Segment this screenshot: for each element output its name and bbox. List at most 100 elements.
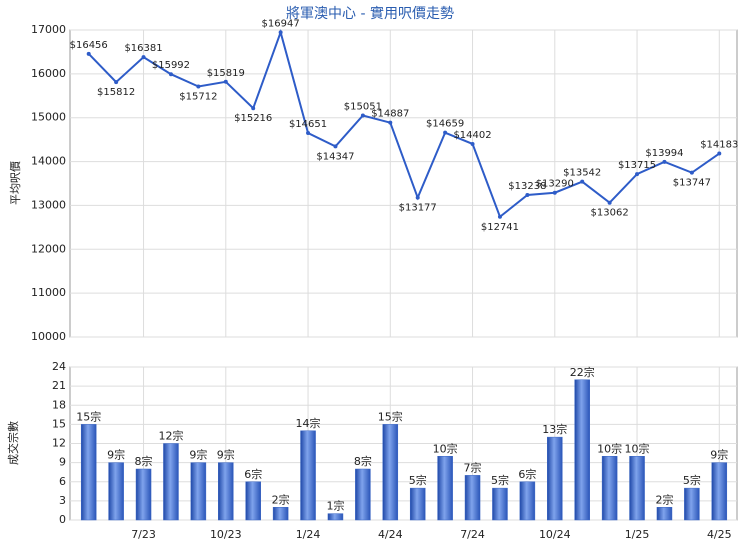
data-label: $15992: [152, 60, 190, 71]
point: [689, 170, 694, 175]
y-tick-label: 17000: [31, 23, 66, 36]
data-label: 5宗: [491, 473, 509, 487]
bar: [108, 462, 124, 521]
data-label: $16381: [124, 43, 162, 54]
data-label: $14651: [289, 119, 327, 130]
point: [525, 192, 530, 197]
data-label: 10宗: [433, 441, 458, 455]
bar: [492, 487, 508, 521]
x-tick-label: 4/24: [378, 528, 403, 541]
point: [662, 159, 667, 164]
data-label: $15216: [234, 113, 272, 124]
data-label: 8宗: [135, 454, 153, 468]
bar: [601, 456, 618, 521]
data-label: $12741: [481, 222, 519, 233]
chart-title: 將軍澳中心 - 實用呎價走勢: [286, 5, 454, 22]
bar: [464, 475, 481, 521]
data-label: $13238: [508, 181, 546, 192]
data-label: $16456: [70, 40, 108, 51]
y-tick-label: 15000: [31, 111, 66, 124]
bar: [163, 443, 179, 521]
y-tick-label: 0: [59, 513, 66, 526]
data-label: 7宗: [464, 460, 482, 474]
y-tick-label: 10000: [31, 330, 66, 343]
data-label: 15宗: [76, 409, 101, 423]
x-tick-label: 10/24: [539, 528, 571, 541]
data-label: 1宗: [326, 499, 344, 513]
data-label: $16947: [262, 18, 300, 29]
data-label: $13747: [673, 178, 711, 189]
data-label: $15819: [207, 68, 245, 79]
data-label: 15宗: [378, 409, 403, 423]
bar: [272, 507, 289, 521]
data-label: 22宗: [570, 365, 595, 379]
y-tick-label: 11000: [31, 286, 66, 299]
line: [87, 29, 720, 219]
data-label: 9宗: [189, 448, 207, 462]
y-axis-label: 平均呎價: [8, 161, 22, 205]
x-tick-label: 1/25: [625, 528, 650, 541]
y-tick-label: 3: [59, 494, 66, 507]
bar: [629, 456, 645, 521]
y-tick-label: 18: [52, 398, 66, 411]
point: [333, 144, 338, 149]
data-label: 10宗: [597, 441, 622, 455]
point: [141, 55, 146, 60]
bar: [190, 462, 207, 521]
point: [306, 131, 311, 136]
data-label: $15051: [344, 101, 382, 112]
data-label: $14887: [371, 109, 409, 120]
y-tick-label: 12: [52, 437, 66, 450]
bar: [547, 436, 563, 521]
point: [415, 195, 420, 200]
y-tick-label: 14000: [31, 155, 66, 168]
data-label: $13715: [618, 160, 656, 171]
bar: [684, 487, 700, 521]
point: [114, 80, 119, 85]
point: [470, 141, 475, 146]
data-label: 9宗: [107, 448, 125, 462]
data-label: $14402: [453, 130, 491, 141]
point: [388, 120, 393, 125]
data-label: 10宗: [625, 441, 650, 455]
point: [607, 200, 612, 205]
point: [196, 84, 201, 89]
x-tick-label: 1/24: [296, 528, 321, 541]
y-tick-label: 12000: [31, 242, 66, 255]
bar: [409, 487, 426, 521]
bar: [135, 468, 152, 521]
point: [443, 130, 448, 135]
data-label: 12宗: [158, 429, 183, 443]
data-label: $14659: [426, 119, 464, 130]
bar: [355, 468, 371, 521]
y-tick-label: 15: [52, 417, 66, 430]
data-label: $13542: [563, 168, 601, 179]
y-tick-label: 6: [59, 475, 66, 488]
point: [278, 30, 283, 35]
point: [360, 113, 365, 118]
point: [580, 179, 585, 184]
point: [497, 214, 502, 219]
point: [635, 172, 640, 177]
x-tick-label: 7/24: [460, 528, 485, 541]
data-label: $13062: [591, 208, 629, 219]
y-tick-label: 24: [52, 360, 66, 373]
x-tick-label: 4/25: [707, 528, 732, 541]
bar: [218, 462, 234, 521]
data-label: 5宗: [683, 473, 701, 487]
y-tick-label: 9: [59, 456, 66, 469]
data-label: 9宗: [217, 448, 235, 462]
bar: [382, 424, 399, 521]
point: [86, 51, 91, 56]
data-label: $15812: [97, 87, 135, 98]
data-label: 8宗: [354, 454, 372, 468]
y-tick-label: 13000: [31, 198, 66, 211]
bar: [327, 513, 344, 521]
data-label: 2宗: [655, 492, 673, 506]
y-tick-label: 16000: [31, 67, 66, 80]
data-label: $14183: [700, 140, 738, 151]
y-tick-label: 21: [52, 379, 66, 392]
y-axis-label: 成交宗數: [6, 421, 20, 465]
point: [168, 72, 173, 77]
